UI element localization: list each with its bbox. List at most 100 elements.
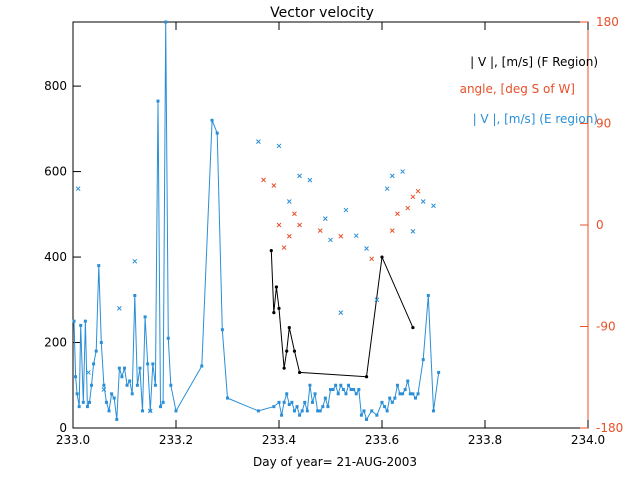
- data-point: [128, 379, 132, 383]
- data-point: [365, 417, 369, 421]
- data-point: [99, 341, 103, 345]
- data-point: [125, 383, 129, 387]
- data-point: [389, 228, 395, 233]
- data-point: [90, 383, 94, 387]
- x-tick-label: 233.2: [159, 433, 193, 447]
- data-point: [285, 349, 289, 353]
- y-tick-label-right: -90: [596, 320, 616, 334]
- y-tick-label-left: 800: [44, 79, 67, 93]
- data-point: [426, 294, 430, 298]
- data-point: [420, 199, 426, 204]
- data-point: [269, 249, 273, 253]
- data-point: [364, 375, 369, 379]
- data-point: [410, 194, 416, 200]
- data-point: [77, 405, 81, 409]
- data-point: [339, 383, 343, 387]
- data-point: [174, 409, 178, 413]
- data-point: [287, 325, 291, 330]
- data-point: [398, 392, 402, 396]
- data-point: [341, 388, 345, 392]
- data-point: [143, 315, 147, 319]
- data-point: [112, 396, 116, 400]
- data-point: [313, 392, 317, 396]
- data-point: [305, 409, 309, 413]
- data-point: [220, 328, 224, 332]
- data-point: [331, 388, 335, 392]
- data-point: [102, 383, 106, 387]
- y-tick-label-left: 600: [44, 165, 67, 179]
- data-point: [344, 392, 348, 396]
- data-point: [215, 131, 219, 135]
- data-point: [166, 336, 170, 340]
- legend-angle: angle, [deg S of W]: [460, 82, 575, 96]
- data-point: [375, 413, 379, 417]
- data-point: [357, 388, 361, 392]
- data-point: [159, 405, 163, 409]
- data-point: [292, 409, 296, 413]
- data-point: [432, 409, 435, 413]
- data-point: [328, 237, 333, 243]
- data-point: [146, 362, 150, 366]
- data-point: [321, 405, 325, 409]
- data-point: [286, 199, 292, 204]
- data-point: [297, 222, 302, 228]
- data-point: [408, 392, 412, 396]
- data-point: [334, 383, 338, 387]
- data-point: [101, 387, 107, 392]
- data-point: [290, 400, 294, 404]
- data-point: [416, 392, 420, 396]
- data-point: [411, 392, 415, 396]
- legend-f-region: | V |, [m/s] (F Region): [470, 55, 598, 69]
- data-point: [300, 409, 304, 413]
- data-point: [401, 392, 405, 396]
- data-point: [307, 177, 313, 183]
- series-3: [75, 139, 436, 414]
- data-point: [72, 319, 76, 323]
- data-point: [272, 405, 276, 409]
- x-tick-label: 233.6: [365, 433, 399, 447]
- data-point: [285, 392, 289, 396]
- x-axis-label: Day of year= 21-AUG-2003: [253, 455, 417, 469]
- data-point: [374, 297, 380, 303]
- data-point: [81, 400, 85, 404]
- y-tick-label-right: 0: [596, 218, 604, 232]
- data-point: [410, 229, 416, 234]
- y-tick-label-right: -180: [596, 421, 623, 435]
- data-point: [135, 383, 139, 387]
- y-tick-label-right: 180: [596, 15, 619, 29]
- y-tick-label-right: 90: [596, 117, 611, 131]
- data-point: [326, 405, 330, 409]
- data-point: [276, 222, 282, 228]
- data-point: [87, 400, 91, 404]
- data-point: [147, 408, 153, 414]
- data-point: [393, 396, 397, 400]
- data-point: [380, 400, 384, 404]
- data-point: [400, 169, 405, 174]
- data-point: [298, 370, 302, 375]
- data-point: [286, 233, 292, 239]
- data-point: [383, 405, 387, 409]
- data-point: [79, 323, 83, 327]
- data-point: [297, 173, 302, 179]
- data-point: [403, 388, 407, 392]
- data-point: [388, 396, 392, 400]
- data-point: [256, 409, 260, 413]
- data-point: [151, 362, 155, 366]
- data-point: [338, 310, 344, 315]
- data-point: [83, 319, 87, 323]
- data-point: [390, 400, 394, 404]
- data-point: [130, 392, 134, 396]
- y-tick-label-left: 200: [44, 336, 67, 350]
- data-point: [322, 216, 328, 221]
- data-point: [318, 409, 322, 413]
- series-1: [269, 249, 415, 379]
- series-line: [73, 21, 440, 421]
- y-tick-label-left: 400: [44, 250, 67, 264]
- data-point: [261, 177, 266, 183]
- data-point: [200, 364, 204, 368]
- data-point: [347, 383, 351, 387]
- data-point: [413, 396, 417, 400]
- data-point: [353, 233, 359, 239]
- data-point: [298, 413, 302, 417]
- data-point: [115, 417, 119, 421]
